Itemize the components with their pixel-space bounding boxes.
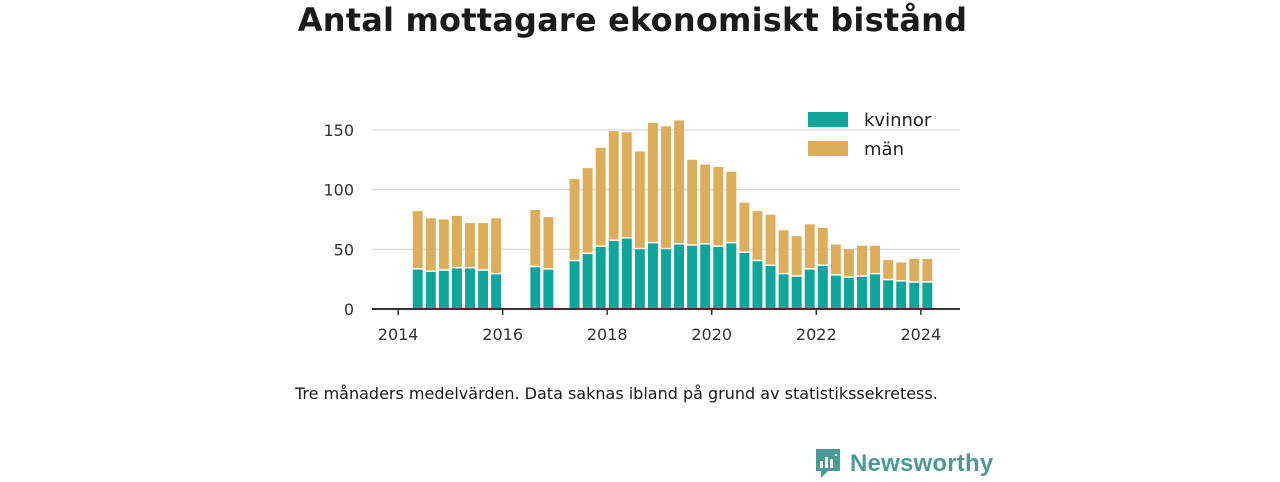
bar-kvinnor-2	[438, 270, 449, 309]
y-tick-label-150: 150	[323, 121, 354, 140]
bars	[412, 120, 933, 309]
x-tick-label-2020: 2020	[691, 325, 732, 344]
x-tick-label-2014: 2014	[378, 325, 419, 344]
bar-kvinnor-31	[857, 276, 867, 309]
y-tick-label-50: 50	[334, 240, 354, 259]
x-tick-label-2024: 2024	[900, 325, 941, 344]
bar-kvinnor-33	[883, 280, 894, 309]
bar-kvinnor-36	[922, 282, 933, 309]
bar-kvinnor-12	[608, 240, 619, 309]
bar-kvinnor-30	[843, 277, 854, 309]
bar-kvinnor-4	[465, 268, 475, 309]
bar-män-2	[438, 219, 449, 270]
bar-män-27	[804, 224, 815, 269]
bar-kvinnor-10	[582, 254, 593, 309]
bar-kvinnor-1	[425, 271, 436, 309]
bar-kvinnor-7	[530, 267, 541, 309]
bar-kvinnor-15	[647, 243, 658, 309]
bar-kvinnor-9	[569, 261, 580, 309]
bar-män-10	[582, 168, 593, 253]
bar-män-25	[778, 230, 789, 273]
bar-män-24	[765, 214, 776, 265]
bar-män-15	[647, 122, 658, 242]
bar-kvinnor-18	[687, 245, 698, 309]
bar-män-22	[739, 202, 750, 252]
bar-kvinnor-17	[674, 244, 685, 309]
bar-kvinnor-28	[817, 266, 828, 309]
bar-kvinnor-3	[451, 268, 462, 309]
bar-kvinnor-35	[909, 282, 920, 309]
bar-män-20	[713, 166, 724, 246]
bar-män-19	[700, 164, 711, 244]
bar-män-21	[726, 171, 737, 242]
bar-kvinnor-22	[739, 252, 750, 309]
x-axis	[372, 308, 960, 315]
bar-män-23	[752, 211, 763, 260]
legend-swatch-män	[808, 141, 848, 156]
bar-män-34	[896, 262, 907, 281]
newsworthy-logo: Newsworthy	[814, 446, 993, 482]
bar-kvinnor-26	[791, 276, 802, 309]
bar-män-4	[465, 223, 475, 267]
bar-kvinnor-25	[778, 274, 789, 309]
newsworthy-logo-icon	[816, 449, 840, 478]
chart-caption: Tre månaders medelvärden. Data saknas ib…	[295, 384, 938, 403]
bar-män-7	[530, 209, 541, 266]
bar-män-28	[817, 227, 828, 265]
bar-män-17	[674, 120, 685, 244]
chart-title: Antal mottagare ekonomiskt bistånd	[297, 1, 968, 39]
y-tick-labels: 0 50 100 150	[323, 121, 354, 319]
bar-män-16	[661, 126, 671, 248]
logo-text: Newsworthy	[850, 450, 994, 477]
bar-män-31	[857, 245, 867, 276]
bar-kvinnor-16	[661, 249, 671, 309]
bar-män-33	[883, 260, 894, 279]
bar-kvinnor-13	[621, 238, 632, 309]
bar-män-35	[909, 258, 920, 282]
bar-män-26	[791, 236, 802, 276]
bar-män-14	[634, 151, 645, 248]
bar-män-8	[543, 217, 554, 269]
bar-kvinnor-14	[634, 249, 645, 309]
bar-kvinnor-11	[595, 246, 606, 309]
bar-män-9	[569, 178, 580, 260]
legend-label-män: män	[864, 139, 904, 160]
bar-män-13	[621, 132, 632, 238]
y-tick-label-0: 0	[344, 300, 354, 319]
bar-kvinnor-20	[713, 246, 724, 309]
bar-kvinnor-21	[726, 243, 737, 309]
bar-män-18	[687, 159, 698, 245]
bar-män-30	[843, 249, 854, 277]
bar-män-6	[491, 218, 502, 273]
bar-kvinnor-5	[478, 270, 489, 309]
x-tick-label-2016: 2016	[482, 325, 523, 344]
bar-kvinnor-24	[765, 266, 776, 309]
bar-kvinnor-19	[700, 244, 711, 309]
bar-män-11	[595, 147, 606, 246]
bar-kvinnor-32	[870, 274, 881, 309]
stacked-bar-chart: 0 50 100 150 2014 2016 2018 2020 2022 2024 kvinn…	[323, 110, 960, 344]
bar-kvinnor-0	[412, 269, 423, 309]
bar-män-12	[608, 131, 619, 240]
bar-män-5	[478, 223, 489, 270]
legend-swatch-kvinnor	[808, 112, 848, 127]
bar-kvinnor-6	[491, 274, 502, 309]
bar-män-29	[830, 244, 841, 275]
bar-män-36	[922, 258, 933, 282]
bar-kvinnor-27	[804, 269, 815, 309]
bar-kvinnor-34	[896, 281, 907, 309]
bar-män-0	[412, 211, 423, 269]
y-tick-label-100: 100	[323, 181, 354, 200]
x-tick-label-2018: 2018	[587, 325, 628, 344]
x-tick-label-2022: 2022	[796, 325, 837, 344]
bar-män-3	[451, 215, 462, 267]
bar-kvinnor-29	[830, 275, 841, 309]
legend-label-kvinnor: kvinnor	[864, 110, 932, 131]
legend: kvinnor män	[808, 110, 932, 160]
bar-män-32	[870, 245, 881, 273]
bar-män-1	[425, 218, 436, 271]
bar-kvinnor-8	[543, 269, 554, 309]
bar-kvinnor-23	[752, 261, 763, 309]
x-tick-labels: 2014 2016 2018 2020 2022 2024	[378, 325, 941, 344]
